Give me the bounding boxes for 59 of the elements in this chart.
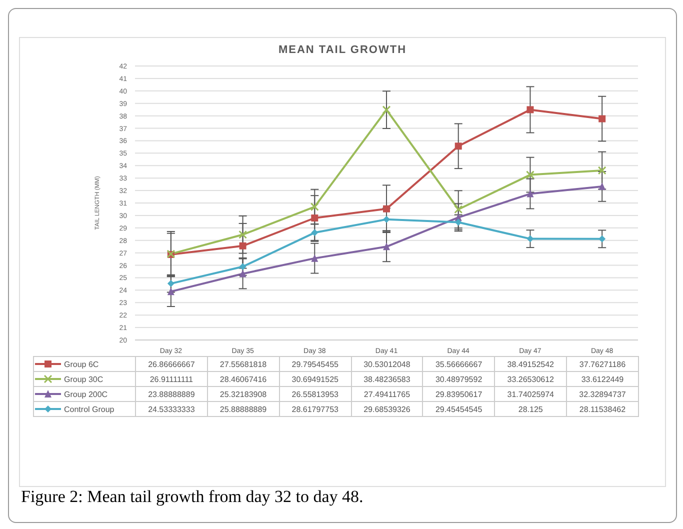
data-label: 30.53012048: [351, 356, 423, 372]
point: [239, 263, 246, 270]
point: [310, 202, 319, 212]
data-label: 38.49152542: [494, 356, 567, 372]
data-label: 28.125: [494, 402, 567, 416]
point: [311, 229, 318, 236]
legend-label: Control Group: [34, 402, 136, 416]
data-label: 26.55813953: [279, 386, 352, 402]
legend-label: Group 30C: [34, 372, 136, 386]
data-label: 29.79545455: [279, 356, 352, 372]
data-label: 29.45454545: [422, 402, 495, 416]
data-label: 28.11538462: [566, 402, 638, 416]
data-label: 28.46067416: [207, 372, 280, 386]
point: [454, 205, 463, 214]
point: [526, 235, 534, 242]
data-label: 35.56666667: [422, 356, 495, 372]
point: [598, 166, 606, 175]
point: [311, 254, 318, 262]
point: [238, 230, 248, 239]
data-label: 33.26530612: [494, 372, 567, 386]
point: [167, 280, 174, 288]
data-label: 38.48236583: [351, 372, 423, 386]
data-label: 27.55681818: [207, 356, 280, 372]
data-label: 24.53333333: [136, 402, 208, 416]
data-label: 33.6122449: [566, 372, 638, 386]
data-label: 25.32183908: [207, 386, 280, 402]
point: [598, 115, 606, 122]
point: [598, 182, 606, 190]
point: [454, 142, 462, 150]
data-label: 31.74025974: [494, 386, 567, 402]
point: [526, 106, 534, 114]
data-label: 25.88888889: [207, 402, 280, 416]
point: [382, 106, 391, 114]
point: [239, 242, 246, 250]
legend-label: Group 6C: [34, 356, 136, 372]
point: [239, 270, 246, 278]
data-label: 26.86666667: [136, 356, 208, 372]
data-label: 37.76271186: [566, 356, 638, 372]
point: [383, 242, 390, 250]
point: [526, 190, 534, 198]
data-label: 30.69491525: [279, 372, 352, 386]
data-label: 23.88888889: [136, 386, 208, 402]
data-label: 27.49411765: [351, 386, 423, 402]
data-label: 28.61797753: [279, 402, 352, 416]
legend-label: Group 200C: [34, 386, 136, 402]
chart-title: MEAN TAIL GROWTH: [277, 44, 408, 56]
point: [167, 288, 174, 296]
data-label: 32.32894737: [566, 386, 638, 402]
data-label: 29.83950617: [422, 386, 495, 402]
point: [383, 205, 390, 212]
point: [311, 214, 318, 222]
point: [598, 235, 606, 242]
point: [383, 216, 390, 223]
data-label: 26.91111111: [136, 372, 208, 386]
point: [454, 218, 462, 226]
caption: Figure 2: Mean tail growth from day 32 to day 48.: [21, 487, 364, 506]
data-label: 29.68539326: [351, 402, 423, 416]
data-label: 30.48979592: [422, 372, 495, 386]
point: [526, 170, 534, 180]
